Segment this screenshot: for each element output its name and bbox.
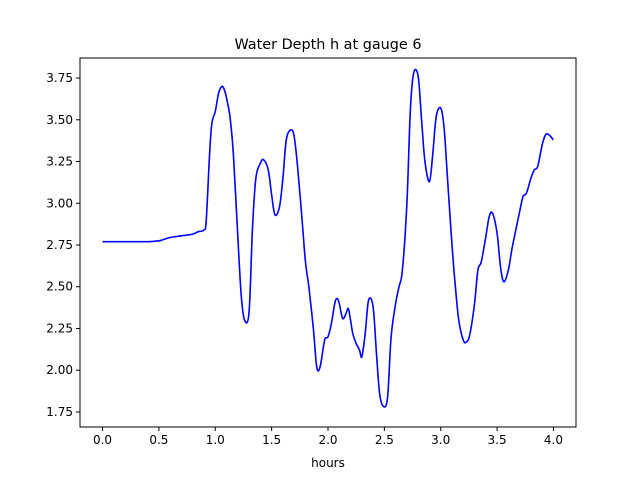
- x-tick-label: 0.0: [93, 433, 112, 447]
- x-tick-label: 1.5: [262, 433, 281, 447]
- x-tick-label: 4.0: [544, 433, 563, 447]
- y-tick-label: 3.75: [46, 71, 73, 85]
- y-tick-label: 2.50: [46, 280, 73, 294]
- series-line: [102, 68, 555, 408]
- y-tick-label: 3.50: [46, 113, 73, 127]
- plot-frame: [79, 57, 577, 428]
- y-tick-label: 1.75: [46, 405, 73, 419]
- y-tick-label: 2.75: [46, 238, 73, 252]
- y-tick-label: 3.00: [46, 196, 73, 210]
- x-axis-title: hours: [311, 456, 345, 470]
- x-tick-label: 0.5: [149, 433, 168, 447]
- x-tick-label: 2.5: [375, 433, 394, 447]
- series-layer: [102, 68, 555, 408]
- y-tick-label: 3.25: [46, 155, 73, 169]
- x-tick-label: 2.0: [318, 433, 337, 447]
- y-tick-label: 2.25: [46, 321, 73, 335]
- chart-title: Water Depth h at gauge 6: [234, 37, 421, 53]
- x-tick-label: 3.0: [431, 433, 450, 447]
- x-tick-label: 3.5: [488, 433, 507, 447]
- y-tick-label: 2.00: [46, 363, 73, 377]
- x-tick-label: 1.0: [206, 433, 225, 447]
- ticks-layer: 0.0 0.5 1.0 1.5 2.0 2.5 3.0 3.5 4.0 1.75 2.00 2.25 2…: [46, 71, 563, 447]
